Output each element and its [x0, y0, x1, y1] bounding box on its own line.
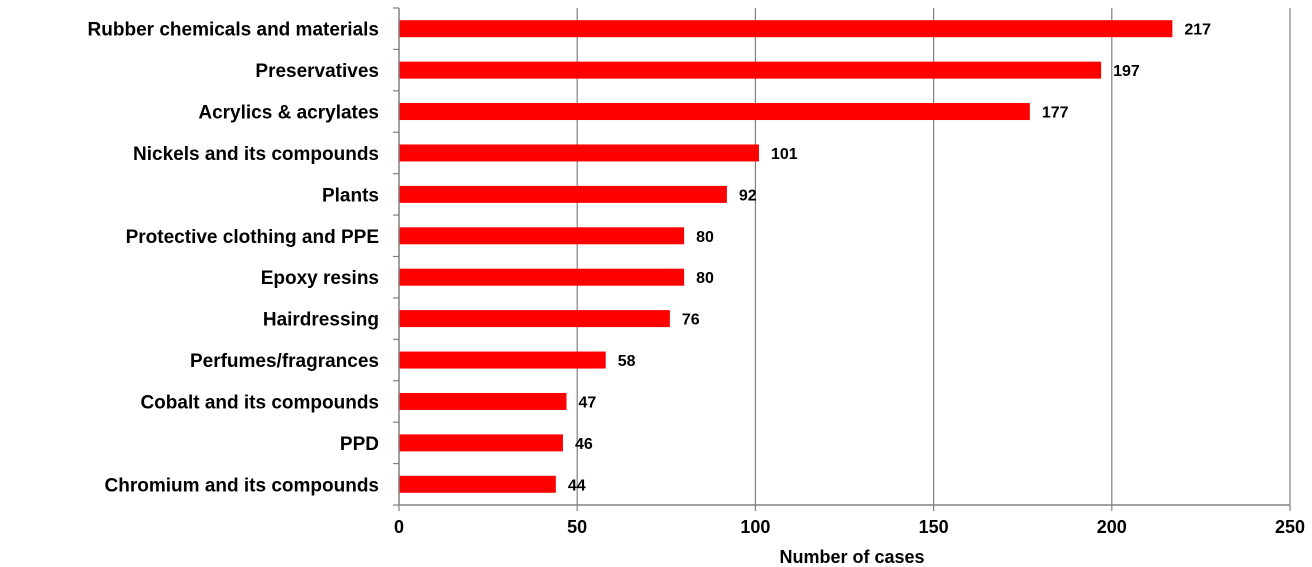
category-labels: Rubber chemicals and materials Preservati… [88, 20, 379, 497]
data-label: 101 [771, 146, 798, 163]
x-tick-label: 100 [740, 517, 770, 537]
bar [399, 61, 1102, 79]
category-label: Acrylics & acrylates [198, 103, 379, 124]
bar [399, 20, 1173, 38]
data-label: 80 [696, 270, 714, 287]
bar [399, 475, 556, 493]
category-label: Rubber chemicals and materials [88, 20, 379, 41]
x-tick-label: 50 [567, 517, 587, 537]
bar [399, 268, 685, 286]
data-label: 44 [568, 477, 586, 494]
bar [399, 310, 670, 328]
category-label: Preservatives [255, 61, 379, 82]
category-label: Hairdressing [263, 310, 379, 331]
category-label: Protective clothing and PPE [126, 227, 379, 248]
x-tick-label: 0 [394, 517, 404, 537]
data-label: 46 [575, 436, 593, 453]
data-label: 80 [696, 229, 714, 246]
category-label: Chromium and its compounds [105, 475, 379, 496]
x-tick-label: 200 [1097, 517, 1127, 537]
category-label: Nickels and its compounds [133, 144, 379, 165]
data-label: 197 [1113, 63, 1140, 80]
x-tick-label: 250 [1275, 517, 1305, 537]
bar [399, 185, 727, 203]
x-axis-title: Number of cases [779, 547, 924, 567]
value-labels: 217 197 177 101 92 80 80 76 58 47 46 44 [568, 22, 1211, 495]
data-label: 92 [739, 187, 757, 204]
x-tick-labels: 0 50 100 150 200 250 [394, 517, 1305, 537]
gridlines [576, 8, 1291, 505]
category-label: Plants [322, 185, 379, 206]
bar [399, 227, 685, 245]
data-label: 217 [1184, 22, 1211, 39]
bar [399, 144, 759, 162]
bar [399, 103, 1030, 121]
axes [393, 7, 1291, 511]
bar [399, 351, 606, 369]
category-label: Cobalt and its compounds [140, 392, 379, 413]
bar [399, 434, 563, 452]
data-label: 177 [1042, 105, 1069, 122]
bar [399, 392, 567, 410]
category-label: Epoxy resins [261, 268, 379, 289]
x-tick-label: 150 [919, 517, 949, 537]
data-label: 47 [579, 394, 597, 411]
category-label: PPD [340, 434, 379, 455]
data-label: 76 [682, 312, 700, 329]
data-label: 58 [618, 353, 636, 370]
category-label: Perfumes/fragrances [190, 351, 379, 372]
bars [399, 20, 1173, 493]
